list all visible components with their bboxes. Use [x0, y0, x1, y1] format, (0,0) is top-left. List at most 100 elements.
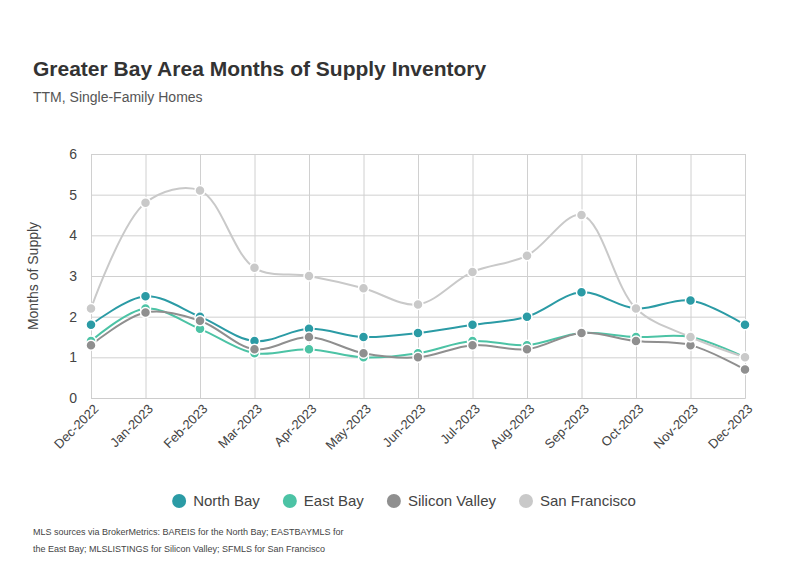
x-tick: Oct-2023 [598, 154, 646, 450]
legend-marker [283, 494, 297, 508]
series-markers [86, 308, 750, 375]
x-tick: Sep-2023 [542, 154, 592, 452]
data-point [86, 320, 96, 330]
data-point [522, 312, 532, 322]
x-axis: Dec-2022Jan-2023Feb-2023Mar-2023Apr-2023… [51, 154, 755, 453]
x-tick: Aug-2023 [487, 154, 537, 452]
x-grid-line [527, 154, 528, 398]
x-tick: May-2023 [323, 154, 374, 453]
data-point [468, 267, 478, 277]
x-grid-line [582, 154, 583, 398]
y-tick: 2 [69, 309, 745, 325]
x-tick-label: Apr-2023 [271, 401, 319, 449]
data-point [359, 348, 369, 358]
data-point [195, 186, 205, 196]
data-point [304, 271, 314, 281]
title: Greater Bay Area Months of Supply Invent… [33, 57, 486, 80]
x-axis-line [92, 154, 746, 399]
x-tick-label: Sep-2023 [542, 401, 592, 451]
data-point [740, 352, 750, 362]
data-point [359, 283, 369, 293]
legend-label: East Bay [304, 492, 365, 509]
y-axis-title: Months of Supply [25, 222, 41, 330]
x-tick: Jan-2023 [107, 154, 156, 450]
x-grid-line [91, 154, 92, 398]
data-point [686, 332, 696, 342]
legend-label: North Bay [193, 492, 260, 509]
y-tick-label: 6 [69, 146, 77, 162]
data-point [86, 304, 96, 314]
data-point [631, 304, 641, 314]
series-markers [86, 304, 750, 363]
series-markers [86, 186, 750, 363]
y-tick-label: 3 [69, 268, 77, 284]
data-point [413, 352, 423, 362]
x-grid-line [636, 154, 637, 398]
x-grid-line [691, 154, 692, 398]
x-tick-label: Oct-2023 [598, 401, 646, 449]
series-line [91, 308, 745, 357]
x-tick-label: Jan-2023 [107, 401, 156, 450]
x-tick-label: Aug-2023 [487, 401, 537, 451]
y-axis-line [92, 155, 746, 399]
x-grid-line [146, 154, 147, 398]
data-point [686, 332, 696, 342]
x-tick-label: Mar-2023 [215, 401, 265, 451]
legend-label: San Francisco [540, 492, 636, 509]
data-point [522, 251, 532, 261]
x-tick: Jun-2023 [380, 154, 429, 450]
y-tick-label: 0 [69, 390, 77, 406]
y-tick-label: 4 [69, 227, 77, 243]
y-tick-label: 5 [69, 187, 77, 203]
data-point [141, 198, 151, 208]
y-tick: 5 [69, 187, 745, 203]
chart: Greater Bay Area Months of Supply Invent… [0, 0, 801, 575]
y-tick: 4 [69, 227, 745, 243]
data-point [740, 365, 750, 375]
y-tick-label: 2 [69, 309, 77, 325]
legend-item: North Bay [172, 492, 260, 509]
data-point [577, 287, 587, 297]
plot-area [86, 186, 750, 375]
data-point [304, 332, 314, 342]
x-tick-label: Dec-2022 [51, 401, 101, 451]
legend-marker [172, 494, 186, 508]
x-tick: Feb-2023 [161, 154, 211, 451]
data-point [250, 263, 260, 273]
data-point [468, 320, 478, 330]
data-point [740, 352, 750, 362]
data-point [413, 299, 423, 309]
y-axis: 0 1 2 3 4 5 6 [69, 146, 745, 406]
y-tick: 3 [69, 268, 745, 284]
data-point [141, 291, 151, 301]
x-tick: Mar-2023 [215, 154, 265, 451]
y-tick: 0 [69, 390, 745, 406]
legend-item: San Francisco [519, 492, 636, 509]
x-tick-label: Dec-2023 [705, 401, 755, 451]
data-point [686, 295, 696, 305]
data-point [577, 328, 587, 338]
x-tick-label: Jul-2023 [437, 401, 483, 447]
data-point [577, 328, 587, 338]
legend-marker [519, 494, 533, 508]
x-tick: Jul-2023 [437, 154, 483, 447]
subtitle: TTM, Single-Family Homes [33, 89, 203, 105]
source-note: MLS sources via BrokerMetrics: BAREIS fo… [33, 527, 343, 554]
data-point [359, 332, 369, 342]
x-tick-label: May-2023 [323, 401, 374, 452]
data-point [413, 328, 423, 338]
data-point [86, 340, 96, 350]
legend: North Bay East Bay Silicon Valley San Franc… [172, 492, 636, 509]
series-line [91, 188, 745, 357]
y-tick: 6 [69, 146, 745, 162]
x-tick-label: Feb-2023 [161, 401, 211, 451]
series-markers [86, 287, 750, 346]
data-point [522, 344, 532, 354]
data-point [577, 210, 587, 220]
data-point [195, 316, 205, 326]
legend-item: East Bay [283, 492, 365, 509]
legend-label: Silicon Valley [408, 492, 497, 509]
legend-marker [387, 494, 401, 508]
data-point [631, 336, 641, 346]
y-tick-label: 1 [69, 349, 77, 365]
